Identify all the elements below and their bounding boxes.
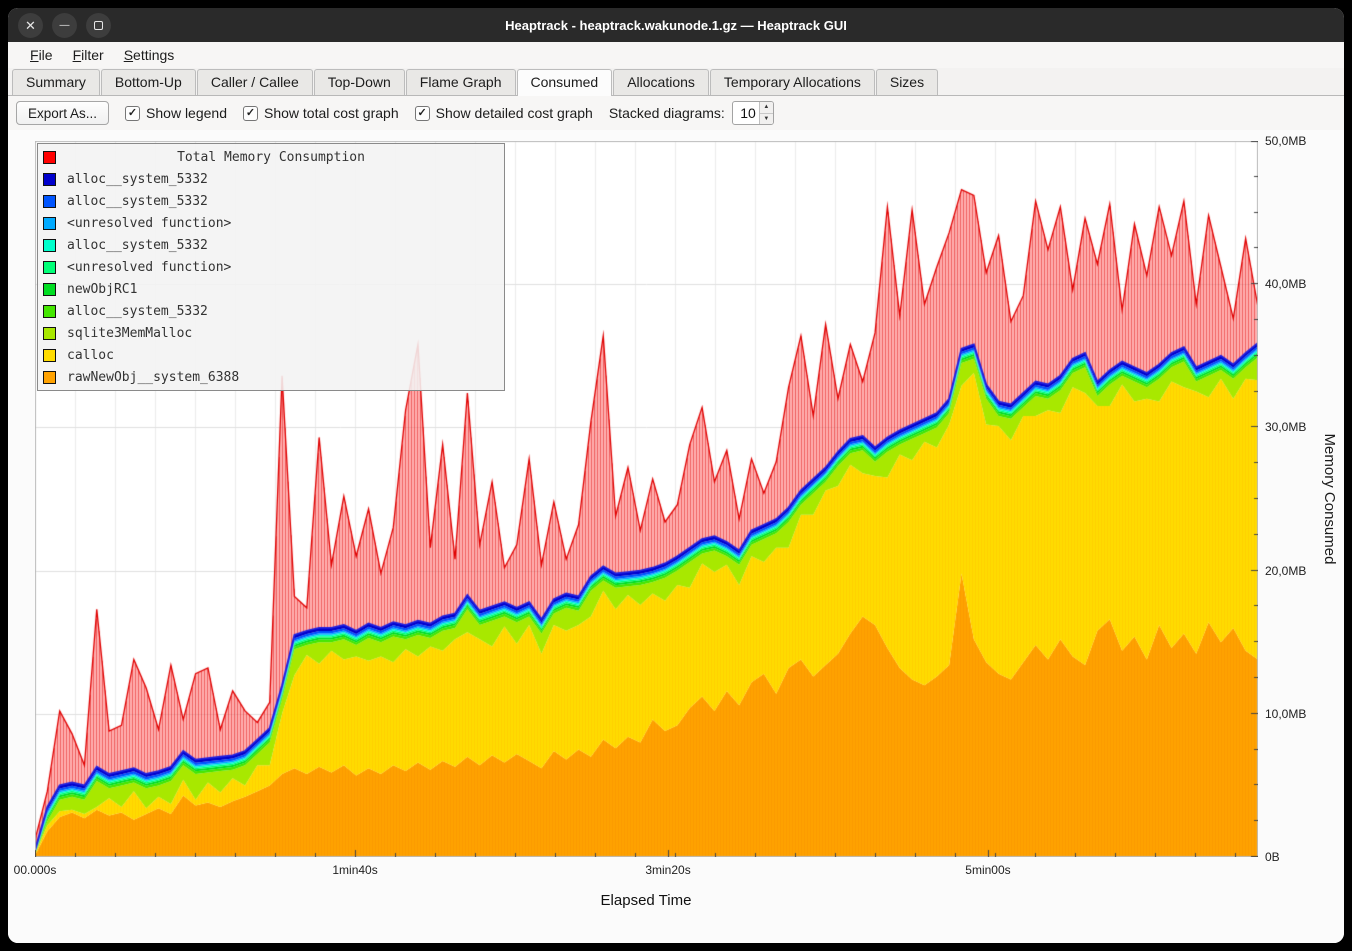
legend-entry-label: alloc__system_5332 — [67, 171, 208, 187]
legend-entry: newObjRC1 — [38, 278, 504, 300]
legend-entry-label: <unresolved function> — [67, 259, 232, 275]
legend-entry: rawNewObj__system_6388 — [38, 366, 504, 388]
y-axis-tick-label: 0B — [1265, 850, 1280, 864]
chart-legend: Total Memory Consumption alloc__system_5… — [37, 143, 505, 391]
show-total-cost-checkbox[interactable]: ✓ Show total cost graph — [242, 105, 399, 121]
y-axis-title: Memory Consumed — [1321, 433, 1338, 565]
legend-entry-label: alloc__system_5332 — [67, 193, 208, 209]
legend-entry: calloc — [38, 344, 504, 366]
legend-swatch — [43, 370, 56, 384]
tab-consumed[interactable]: Consumed — [516, 69, 613, 96]
stacked-diagrams-label: Stacked diagrams: — [608, 105, 725, 121]
y-axis-tick-label: 50,0MB — [1265, 134, 1307, 148]
spin-up-button[interactable]: ▲ — [759, 102, 773, 114]
x-axis-tick-label: 00.000s — [13, 863, 57, 877]
stacked-diagrams-spinbox[interactable]: 10 ▲ ▼ — [731, 101, 774, 125]
stacked-diagrams-group: Stacked diagrams: 10 ▲ ▼ — [609, 101, 774, 125]
stacked-diagrams-value: 10 — [740, 105, 756, 121]
tab-sizes[interactable]: Sizes — [875, 69, 939, 95]
x-axis-tick-label: 1min40s — [332, 863, 378, 877]
legend-swatch — [43, 326, 56, 340]
checkbox-check-icon: ✓ — [414, 105, 430, 121]
legend-swatch — [43, 194, 56, 208]
show-legend-checkbox[interactable]: ✓ Show legend — [125, 105, 227, 121]
tab-allocations[interactable]: Allocations — [613, 69, 709, 95]
legend-title: Total Memory Consumption — [177, 149, 365, 165]
legend-entry-label: sqlite3MemMalloc — [67, 325, 193, 341]
toolbar: Export As... ✓ Show legend ✓ Show total … — [8, 96, 1344, 130]
tab-caller-callee[interactable]: Caller / Callee — [196, 69, 313, 95]
legend-entries: alloc__system_5332 alloc__system_5332 <unr… — [38, 168, 504, 388]
window-controls: ✕ — — [8, 12, 111, 38]
menubar: File Filter Settings — [8, 42, 1344, 68]
legend-entry: alloc__system_5332 — [38, 300, 504, 322]
y-axis-tick-label: 40,0MB — [1265, 277, 1307, 292]
legend-swatch — [43, 216, 56, 230]
legend-entry-label: alloc__system_5332 — [67, 237, 208, 253]
checkbox-check-icon: ✓ — [242, 105, 258, 121]
legend-entry: <unresolved function> — [38, 256, 504, 278]
menu-settings[interactable]: Settings — [123, 47, 175, 63]
checkbox-check-icon: ✓ — [125, 105, 141, 121]
tab-temporary-allocations[interactable]: Temporary Allocations — [709, 69, 875, 95]
tab-bar: Summary Bottom-Up Caller / Callee Top-Do… — [8, 68, 1344, 96]
maximize-icon — [94, 20, 103, 30]
legend-entry-label: newObjRC1 — [67, 281, 138, 297]
legend-entry: <unresolved function> — [38, 212, 504, 234]
titlebar: ✕ — Heaptrack - heaptrack.wakunode.1.gz … — [8, 8, 1344, 42]
window-title: Heaptrack - heaptrack.wakunode.1.gz — He… — [505, 17, 847, 33]
minimize-icon: — — [59, 19, 70, 31]
legend-entry-label: rawNewObj__system_6388 — [67, 369, 240, 385]
spinner-buttons: ▲ ▼ — [758, 102, 773, 124]
minimize-button[interactable]: — — [52, 12, 77, 38]
x-axis-title: Elapsed Time — [600, 892, 692, 909]
show-detailed-cost-checkbox[interactable]: ✓ Show detailed cost graph — [414, 105, 593, 121]
legend-swatch — [43, 304, 56, 318]
y-axis-tick-label: 30,0MB — [1265, 420, 1307, 435]
show-detailed-cost-label: Show detailed cost graph — [435, 105, 593, 121]
chart-region: Total Memory Consumption alloc__system_5… — [8, 130, 1344, 943]
close-button[interactable]: ✕ — [18, 12, 43, 38]
legend-entry-label: calloc — [67, 347, 114, 363]
legend-entry: sqlite3MemMalloc — [38, 322, 504, 344]
export-as-button[interactable]: Export As... — [16, 101, 110, 125]
legend-swatch — [43, 260, 56, 274]
close-icon: ✕ — [25, 17, 36, 33]
legend-entry-label: alloc__system_5332 — [67, 303, 208, 319]
legend-entry-label: <unresolved function> — [67, 215, 232, 231]
show-total-cost-label: Show total cost graph — [263, 105, 399, 121]
tab-top-down[interactable]: Top-Down — [313, 69, 405, 95]
y-axis-tick-label: 10,0MB — [1265, 706, 1307, 721]
menu-filter[interactable]: Filter — [72, 47, 104, 63]
legend-swatch — [43, 282, 56, 296]
tab-bottom-up[interactable]: Bottom-Up — [100, 69, 196, 95]
legend-swatch — [43, 348, 56, 362]
legend-swatch — [43, 238, 56, 252]
heaptrack-window: ✕ — Heaptrack - heaptrack.wakunode.1.gz … — [8, 8, 1344, 943]
legend-entry: alloc__system_5332 — [38, 190, 504, 212]
legend-title-swatch — [43, 150, 56, 164]
spin-down-button[interactable]: ▼ — [759, 113, 773, 124]
x-axis-tick-label: 3min20s — [645, 863, 691, 877]
legend-entry: alloc__system_5332 — [38, 234, 504, 256]
x-axis-tick-label: 5min00s — [965, 863, 1011, 877]
maximize-button[interactable] — [86, 12, 111, 38]
y-axis-tick-label: 20,0MB — [1265, 563, 1307, 578]
legend-swatch — [43, 172, 56, 186]
menu-file[interactable]: File — [30, 47, 53, 63]
legend-title-row: Total Memory Consumption — [38, 146, 504, 168]
show-legend-label: Show legend — [146, 105, 227, 121]
tab-flame-graph[interactable]: Flame Graph — [405, 69, 516, 95]
tab-summary[interactable]: Summary — [12, 69, 100, 95]
legend-entry: alloc__system_5332 — [38, 168, 504, 190]
